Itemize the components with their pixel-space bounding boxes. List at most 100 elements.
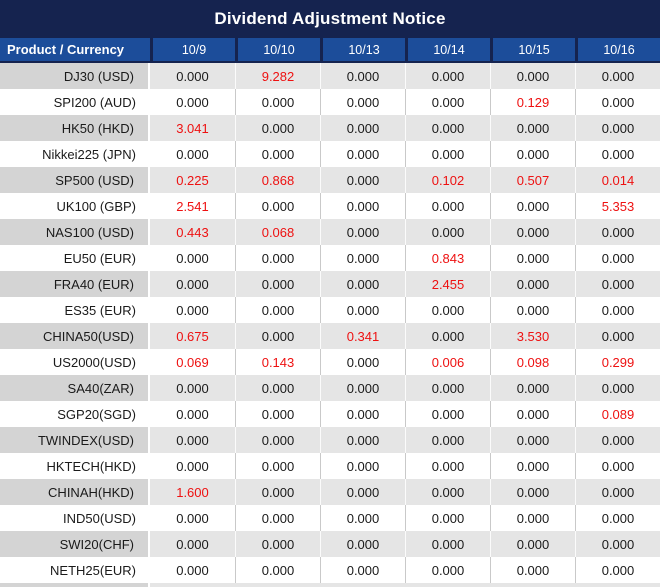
value-cell: 0.000 (575, 141, 660, 167)
product-cell: SPI200 (AUD) (0, 89, 150, 115)
table-row: FRA40 (EUR) 0.000 0.000 0.000 2.455 0.000 0.00… (0, 271, 660, 297)
table-row: ES35 (EUR) 0.000 0.000 0.000 0.000 0.000 0.000 (0, 297, 660, 323)
product-cell: SA40(ZAR) (0, 375, 150, 401)
product-cell: DJ30 (USD) (0, 63, 150, 89)
value-cell: 0.843 (405, 245, 490, 271)
table-row: IND50(USD) 0.000 0.000 0.000 0.000 0.000 0.000 (0, 505, 660, 531)
value-cell: 0.443 (150, 219, 235, 245)
value-cell: 0.000 (320, 245, 405, 271)
value-cell: 0.000 (490, 219, 575, 245)
value-cell: 0.000 (320, 167, 405, 193)
value-cell: 0.000 (235, 297, 320, 323)
value-cell: 0.000 (320, 141, 405, 167)
value-cell: 0.000 (405, 505, 490, 531)
value-cell: 0.299 (575, 349, 660, 375)
value-cell: 0.069 (150, 349, 235, 375)
value-cell: 0.000 (575, 297, 660, 323)
value-cell: 0.129 (490, 89, 575, 115)
value-cell: 0.000 (320, 479, 405, 505)
value-cell: 0.000 (150, 453, 235, 479)
col-header-date: 10/14 (405, 38, 490, 63)
value-cell: 0.000 (490, 531, 575, 557)
value-cell: 0.000 (575, 219, 660, 245)
col-header-date: 10/10 (235, 38, 320, 63)
value-cell: 3.041 (150, 115, 235, 141)
value-cell: 0.006 (405, 349, 490, 375)
table-row: US2000(USD) 0.069 0.143 0.000 0.006 0.098 0.29… (0, 349, 660, 375)
value-cell: 0.000 (490, 427, 575, 453)
value-cell: 0.000 (405, 427, 490, 453)
value-cell: 0.000 (575, 271, 660, 297)
value-cell: 0.000 (575, 245, 660, 271)
value-cell: 0.000 (235, 479, 320, 505)
table-row: TWINDEX(USD) 0.000 0.000 0.000 0.000 0.000 0.0… (0, 427, 660, 453)
value-cell: 0.000 (490, 193, 575, 219)
col-header-date: 10/16 (575, 38, 660, 63)
value-cell: 0.000 (235, 453, 320, 479)
value-cell: 0.000 (575, 63, 660, 89)
value-cell: 0.000 (320, 531, 405, 557)
value-cell: 0.000 (150, 89, 235, 115)
table-row: SPI200 (AUD) 0.000 0.000 0.000 0.000 0.129 0.0… (0, 89, 660, 115)
page-title: Dividend Adjustment Notice (214, 9, 446, 28)
value-cell: 0.102 (405, 167, 490, 193)
value-cell: 0.000 (320, 89, 405, 115)
value-cell: 0.000 (320, 297, 405, 323)
value-cell: 9.282 (235, 63, 320, 89)
product-cell: ES35 (EUR) (0, 297, 150, 323)
value-cell: 0.000 (575, 557, 660, 583)
value-cell: 0.000 (405, 557, 490, 583)
value-cell: 0.000 (405, 297, 490, 323)
product-cell: EU50 (EUR) (0, 245, 150, 271)
value-cell: 0.000 (490, 557, 575, 583)
product-cell: HKTECH(HKD) (0, 453, 150, 479)
value-cell: 0.000 (575, 531, 660, 557)
value-cell: 0.000 (235, 375, 320, 401)
value-cell: 0.000 (235, 115, 320, 141)
product-cell: NETH25(EUR) (0, 557, 150, 583)
table-header-row: Product / Currency 10/9 10/10 10/13 10/14 10… (0, 38, 660, 63)
value-cell: 0.000 (405, 453, 490, 479)
value-cell: 0.000 (235, 141, 320, 167)
value-cell: 0.000 (235, 89, 320, 115)
value-cell: 0.000 (320, 63, 405, 89)
product-cell: TWINDEX(USD) (0, 427, 150, 453)
value-cell: 0.000 (235, 323, 320, 349)
value-cell: 0.000 (320, 349, 405, 375)
value-cell: 0.000 (150, 531, 235, 557)
product-cell: NAS100 (USD) (0, 219, 150, 245)
value-cell: 0.000 (575, 453, 660, 479)
value-cell: 0.000 (575, 89, 660, 115)
product-cell: FRA40 (EUR) (0, 271, 150, 297)
value-cell: 0.000 (490, 453, 575, 479)
table-row: EU50 (EUR) 0.000 0.000 0.000 0.843 0.000 0.000 (0, 245, 660, 271)
value-cell: 0.000 (235, 531, 320, 557)
value-cell: 0.000 (490, 141, 575, 167)
value-cell: 0.225 (150, 167, 235, 193)
value-cell: 0.000 (405, 375, 490, 401)
table-row: SGP20(SGD) 0.000 0.000 0.000 0.000 0.000 0.089 (0, 401, 660, 427)
value-cell: 0.000 (490, 505, 575, 531)
value-cell: 5.353 (575, 193, 660, 219)
value-cell: 0.000 (490, 63, 575, 89)
value-cell: 0.000 (150, 63, 235, 89)
value-cell: 0.000 (320, 193, 405, 219)
col-header-date: 10/13 (320, 38, 405, 63)
value-cell: 0.000 (235, 505, 320, 531)
table-row: Nikkei225 (JPN) 0.000 0.000 0.000 0.000 0.000… (0, 141, 660, 167)
value-cell: 0.000 (405, 401, 490, 427)
value-cell: 0.000 (575, 505, 660, 531)
value-cell: 0.089 (575, 401, 660, 427)
table-row: CHINAH(HKD) 1.600 0.000 0.000 0.000 0.000 0.00… (0, 479, 660, 505)
product-cell: SP500 (USD) (0, 167, 150, 193)
value-cell: 0.000 (150, 427, 235, 453)
value-cell: 0.000 (320, 401, 405, 427)
bottom-row-sliver (0, 583, 660, 587)
value-cell: 0.000 (490, 115, 575, 141)
table-row: CHINA50(USD) 0.675 0.000 0.341 0.000 3.530 0.0… (0, 323, 660, 349)
value-cell: 0.143 (235, 349, 320, 375)
product-cell: CHINA50(USD) (0, 323, 150, 349)
table-row: SWI20(CHF) 0.000 0.000 0.000 0.000 0.000 0.000 (0, 531, 660, 557)
product-cell: CHINAH(HKD) (0, 479, 150, 505)
value-cell: 0.068 (235, 219, 320, 245)
